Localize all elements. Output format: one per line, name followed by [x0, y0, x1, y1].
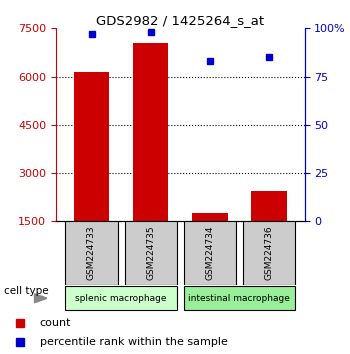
- Text: cell type: cell type: [4, 286, 48, 296]
- Text: GSM224736: GSM224736: [265, 226, 273, 280]
- Bar: [125, 221, 177, 285]
- Text: splenic macrophage: splenic macrophage: [75, 294, 167, 303]
- Bar: [184, 286, 295, 310]
- Text: GSM224733: GSM224733: [87, 226, 96, 280]
- Polygon shape: [35, 294, 47, 303]
- Bar: [251, 191, 287, 221]
- Bar: [192, 213, 228, 221]
- Bar: [65, 286, 177, 310]
- Text: GSM224735: GSM224735: [146, 226, 155, 280]
- Text: intestinal macrophage: intestinal macrophage: [189, 294, 290, 303]
- Bar: [243, 221, 295, 285]
- Text: count: count: [40, 318, 71, 328]
- Bar: [133, 43, 168, 221]
- Title: GDS2982 / 1425264_s_at: GDS2982 / 1425264_s_at: [96, 14, 264, 27]
- Bar: [184, 221, 236, 285]
- Text: percentile rank within the sample: percentile rank within the sample: [40, 337, 228, 347]
- Text: GSM224734: GSM224734: [205, 226, 214, 280]
- Bar: [74, 72, 109, 221]
- Bar: [65, 221, 118, 285]
